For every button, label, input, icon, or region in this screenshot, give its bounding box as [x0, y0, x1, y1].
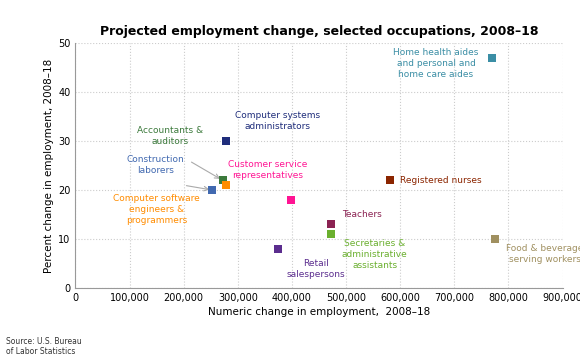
- X-axis label: Numeric change in employment,  2008–18: Numeric change in employment, 2008–18: [208, 307, 430, 317]
- Text: Teachers: Teachers: [342, 211, 382, 220]
- Text: Food & beverage
serving workers: Food & beverage serving workers: [506, 244, 580, 264]
- Text: Computer software
engineers &
programmers: Computer software engineers & programmer…: [113, 194, 200, 225]
- Title: Projected employment change, selected occupations, 2008–18: Projected employment change, selected oc…: [100, 25, 538, 38]
- Text: Accountants &
auditors: Accountants & auditors: [137, 126, 203, 146]
- Text: Retail
salespersons: Retail salespersons: [287, 258, 345, 279]
- Text: Registered nurses: Registered nurses: [400, 176, 482, 185]
- Y-axis label: Percent change in employment, 2008–18: Percent change in employment, 2008–18: [44, 58, 54, 273]
- Text: Source: U.S. Bureau
of Labor Statistics: Source: U.S. Bureau of Labor Statistics: [6, 337, 82, 356]
- Text: Computer systems
administrators: Computer systems administrators: [235, 111, 320, 131]
- Text: Home health aides
and personal and
home care aides: Home health aides and personal and home …: [393, 48, 478, 79]
- Text: Construction
laborers: Construction laborers: [126, 155, 184, 175]
- Text: Secretaries &
administrative
assistants: Secretaries & administrative assistants: [342, 239, 408, 270]
- Text: Customer service
representatives: Customer service representatives: [228, 160, 307, 180]
